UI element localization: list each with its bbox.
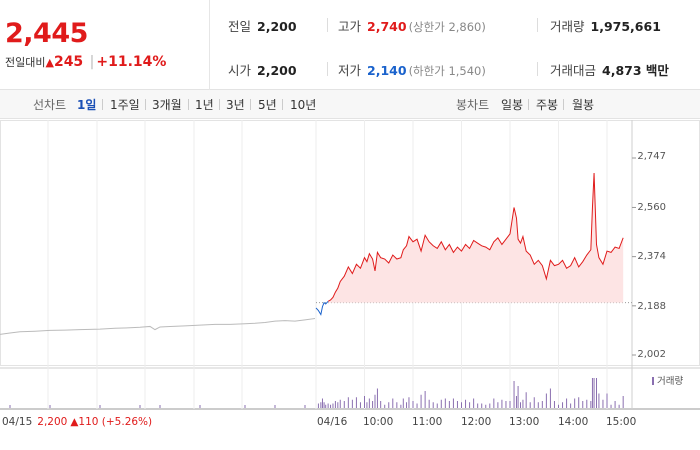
tab-1day[interactable]: 1일 bbox=[77, 98, 97, 112]
tab-3month[interactable]: 3개월 bbox=[152, 98, 182, 112]
divider bbox=[537, 18, 538, 32]
stat-open: 시가 2,200 bbox=[228, 60, 297, 79]
price-summary: 2,445 전일대비▲245 | +11.14% bbox=[0, 0, 210, 90]
change-rate: +11.14% bbox=[96, 54, 167, 70]
stat-low: 저가 2,140 (하한가 1,540) bbox=[338, 60, 486, 79]
prev-day-date: 04/15 bbox=[2, 416, 33, 428]
stat-value: 2,200 bbox=[257, 19, 297, 34]
divider bbox=[528, 99, 529, 110]
tab-1week[interactable]: 1주일 bbox=[110, 98, 140, 112]
y-tick-label: 2,002 bbox=[637, 349, 666, 360]
stat-label: 전일 bbox=[228, 19, 252, 34]
x-tick-label: 14:00 bbox=[558, 416, 589, 428]
change-label: 전일대비 bbox=[5, 56, 46, 69]
x-tick-label: 12:00 bbox=[461, 416, 492, 428]
divider bbox=[563, 99, 564, 110]
stat-value: 2,200 bbox=[257, 63, 297, 78]
x-tick-label: 13:00 bbox=[509, 416, 540, 428]
stat-label: 거래량 bbox=[550, 19, 585, 34]
y-tick-label: 2,374 bbox=[637, 251, 666, 262]
stat-label: 고가 bbox=[338, 19, 362, 34]
quote-stats: 전일 2,200 고가 2,740 (상한가 2,860) 거래량 1,975,661 … bbox=[210, 0, 700, 90]
y-tick-label: 2,560 bbox=[637, 202, 666, 213]
tab-3year[interactable]: 3년 bbox=[226, 98, 245, 112]
divider bbox=[145, 99, 146, 110]
stat-amount: 거래대금 4,873 백만 bbox=[550, 60, 669, 79]
line-chart-label: 선차트 bbox=[33, 98, 67, 112]
divider bbox=[537, 62, 538, 76]
stat-value: 1,975,661 bbox=[590, 19, 661, 34]
stat-prev-close: 전일 2,200 bbox=[228, 16, 297, 35]
prev-day-summary: 04/15 2,200 ▲110 (+5.26%) bbox=[2, 416, 152, 428]
x-tick-label: 10:00 bbox=[363, 416, 394, 428]
x-tick-label: 04/16 bbox=[317, 416, 348, 428]
tab-daily-candle[interactable]: 일봉 bbox=[501, 98, 524, 112]
volume-legend-label: 거래량 bbox=[657, 376, 684, 387]
lower-limit: (하한가 1,540) bbox=[408, 64, 486, 78]
price-line-down bbox=[315, 300, 329, 316]
y-tick-label: 2,188 bbox=[637, 301, 666, 312]
stat-label: 시가 bbox=[228, 63, 252, 78]
tab-weekly-candle[interactable]: 주봉 bbox=[536, 98, 559, 112]
stat-value: 2,740 bbox=[367, 19, 407, 34]
candle-chart-label: 봉차트 bbox=[456, 98, 490, 112]
stat-value: 4,873 백만 bbox=[602, 63, 669, 78]
price-area-fill bbox=[328, 173, 624, 303]
price-chart: 2,747 2,560 2,374 2,188 2,002 거래량 04/15 2… bbox=[0, 120, 700, 450]
price-line-up bbox=[327, 173, 624, 302]
tab-1year[interactable]: 1년 bbox=[195, 98, 214, 112]
volume-swatch bbox=[652, 377, 654, 385]
x-tick-label: 11:00 bbox=[412, 416, 443, 428]
divider bbox=[250, 99, 251, 110]
divider bbox=[188, 99, 189, 110]
divider bbox=[327, 62, 328, 76]
x-tick-label: 15:00 bbox=[606, 416, 637, 428]
quote-header: 2,445 전일대비▲245 | +11.14% 전일 2,200 고가 2,740(… bbox=[0, 0, 700, 90]
chart-canvas bbox=[0, 120, 700, 410]
volume-legend: 거래량 bbox=[652, 373, 683, 387]
separator: | bbox=[89, 54, 95, 70]
current-price: 2,445 bbox=[5, 18, 88, 49]
prev-day-line bbox=[0, 318, 316, 335]
stat-volume: 거래량 1,975,661 bbox=[550, 16, 661, 35]
price-change: 전일대비▲245 | +11.14% bbox=[5, 54, 166, 70]
prev-day-price: 2,200 bbox=[37, 416, 68, 428]
tab-10year[interactable]: 10년 bbox=[290, 98, 317, 112]
prev-day-change: ▲110 (+5.26%) bbox=[70, 416, 153, 428]
tab-5year[interactable]: 5년 bbox=[258, 98, 277, 112]
stat-value: 2,140 bbox=[367, 63, 407, 78]
upper-limit: (상한가 2,860) bbox=[408, 20, 486, 34]
stat-label: 저가 bbox=[338, 63, 362, 78]
divider bbox=[219, 99, 220, 110]
up-arrow-icon: ▲ bbox=[45, 56, 54, 69]
divider bbox=[282, 99, 283, 110]
divider bbox=[327, 18, 328, 32]
divider bbox=[102, 99, 103, 110]
tab-monthly-candle[interactable]: 월봉 bbox=[572, 98, 595, 112]
stat-high: 고가 2,740 (상한가 2,860) bbox=[338, 16, 486, 35]
chart-tabbar: 선차트 1일 1주일 3개월 1년 3년 5년 10년 봉차트 일봉 주봉 월봉 bbox=[0, 90, 700, 119]
change-amount: 245 bbox=[53, 54, 84, 70]
stat-label: 거래대금 bbox=[550, 63, 597, 78]
y-tick-label: 2,747 bbox=[637, 151, 666, 162]
